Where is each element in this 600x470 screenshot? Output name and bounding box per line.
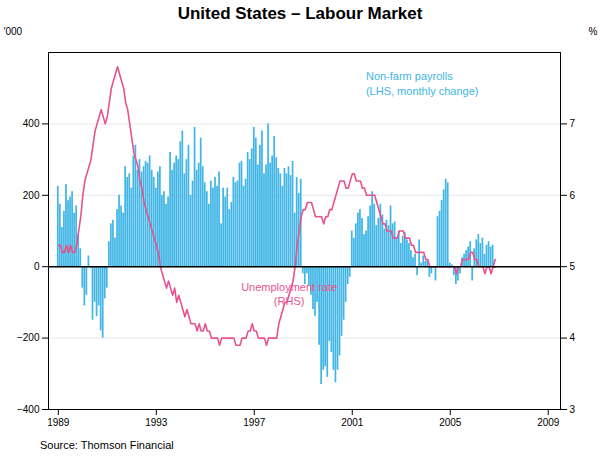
svg-text:%: % [589,26,598,37]
svg-text:Non-farm payrolls(LHS, monthly: Non-farm payrolls(LHS, monthly change) [366,71,479,97]
svg-text:1993: 1993 [145,417,168,428]
svg-text:2009: 2009 [537,417,560,428]
html-text:United States – Labour Market: United States – Labour Market [177,4,423,23]
svg-text:400: 400 [23,118,40,129]
svg-text:200: 200 [23,190,40,201]
svg-text:3: 3 [570,404,576,415]
svg-text:0: 0 [34,261,40,272]
svg-text:5: 5 [570,261,576,272]
svg-text:Unemployment rate(RHS): Unemployment rate(RHS) [241,281,337,307]
svg-text:'000: '000 [4,26,23,37]
svg-text:−200: −200 [17,332,40,343]
svg-text:4: 4 [570,332,576,343]
html-text:Source: Thomson Financial: Source: Thomson Financial [40,439,174,451]
svg-text:6: 6 [570,190,576,201]
svg-text:−400: −400 [17,404,40,415]
svg-text:1989: 1989 [47,417,70,428]
svg-text:2001: 2001 [341,417,364,428]
svg-text:7: 7 [570,118,576,129]
svg-text:1997: 1997 [243,417,266,428]
svg-text:2005: 2005 [439,417,462,428]
